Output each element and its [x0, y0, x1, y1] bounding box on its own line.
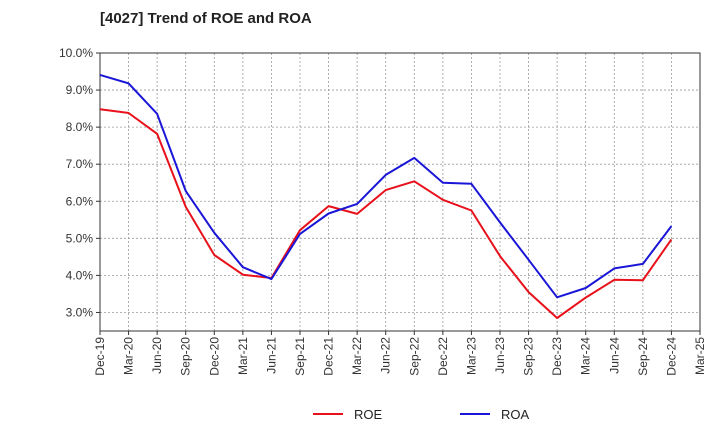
- y-axis-ticks: 3.0% 4.0% 5.0% 6.0% 7.0% 8.0% 9.0% 10.0%: [59, 46, 100, 319]
- series-line-roa: [99, 73, 673, 299]
- y-tick-label: 3.0%: [66, 305, 94, 319]
- x-tick-label: Sep-23: [522, 337, 536, 376]
- x-tick-label: Jun-21: [264, 337, 278, 374]
- x-tick-label: Mar-22: [350, 337, 364, 375]
- x-tick-label: Mar-24: [579, 337, 593, 375]
- x-tick-label: Jun-20: [150, 337, 164, 374]
- x-axis-ticks: Dec-19 Mar-20 Jun-20 Sep-20 Dec-20 Mar-21 Jun-…: [93, 331, 707, 376]
- x-tick-label: Dec-21: [322, 337, 336, 376]
- legend-label-roe: ROE: [354, 407, 383, 422]
- y-tick-label: 6.0%: [66, 194, 94, 208]
- y-tick-label: 10.0%: [59, 46, 93, 60]
- x-tick-label: Sep-20: [179, 337, 193, 376]
- x-tick-label: Dec-20: [207, 337, 221, 376]
- chart-title: [4027] Trend of ROE and ROA: [100, 10, 312, 27]
- series-line-roe: [99, 108, 673, 319]
- legend-label-roa: ROA: [501, 407, 530, 422]
- x-tick-label: Mar-20: [122, 337, 136, 375]
- y-tick-label: 5.0%: [66, 231, 94, 245]
- x-tick-label: Dec-19: [93, 337, 107, 376]
- x-tick-label: Sep-21: [293, 337, 307, 376]
- grid-lines: [100, 53, 700, 331]
- x-tick-label: Mar-25: [693, 337, 707, 375]
- plot-area-border: [99, 52, 701, 332]
- y-tick-label: 7.0%: [66, 157, 94, 171]
- x-tick-label: Mar-21: [236, 337, 250, 375]
- x-tick-label: Sep-24: [636, 337, 650, 376]
- series-lines: [99, 73, 673, 319]
- x-tick-label: Dec-23: [550, 337, 564, 376]
- y-tick-label: 8.0%: [66, 120, 94, 134]
- x-tick-label: Dec-22: [436, 337, 450, 376]
- legend: ROE ROA: [313, 407, 530, 422]
- x-tick-label: Jun-24: [607, 337, 621, 374]
- y-tick-label: 4.0%: [66, 268, 94, 282]
- x-tick-label: Mar-23: [464, 337, 478, 375]
- x-tick-label: Sep-22: [407, 337, 421, 376]
- x-tick-label: Jun-22: [379, 337, 393, 374]
- x-tick-label: Jun-23: [493, 337, 507, 374]
- x-tick-label: Dec-24: [664, 337, 678, 376]
- plot-frame: [99, 52, 701, 332]
- y-tick-label: 9.0%: [66, 83, 94, 97]
